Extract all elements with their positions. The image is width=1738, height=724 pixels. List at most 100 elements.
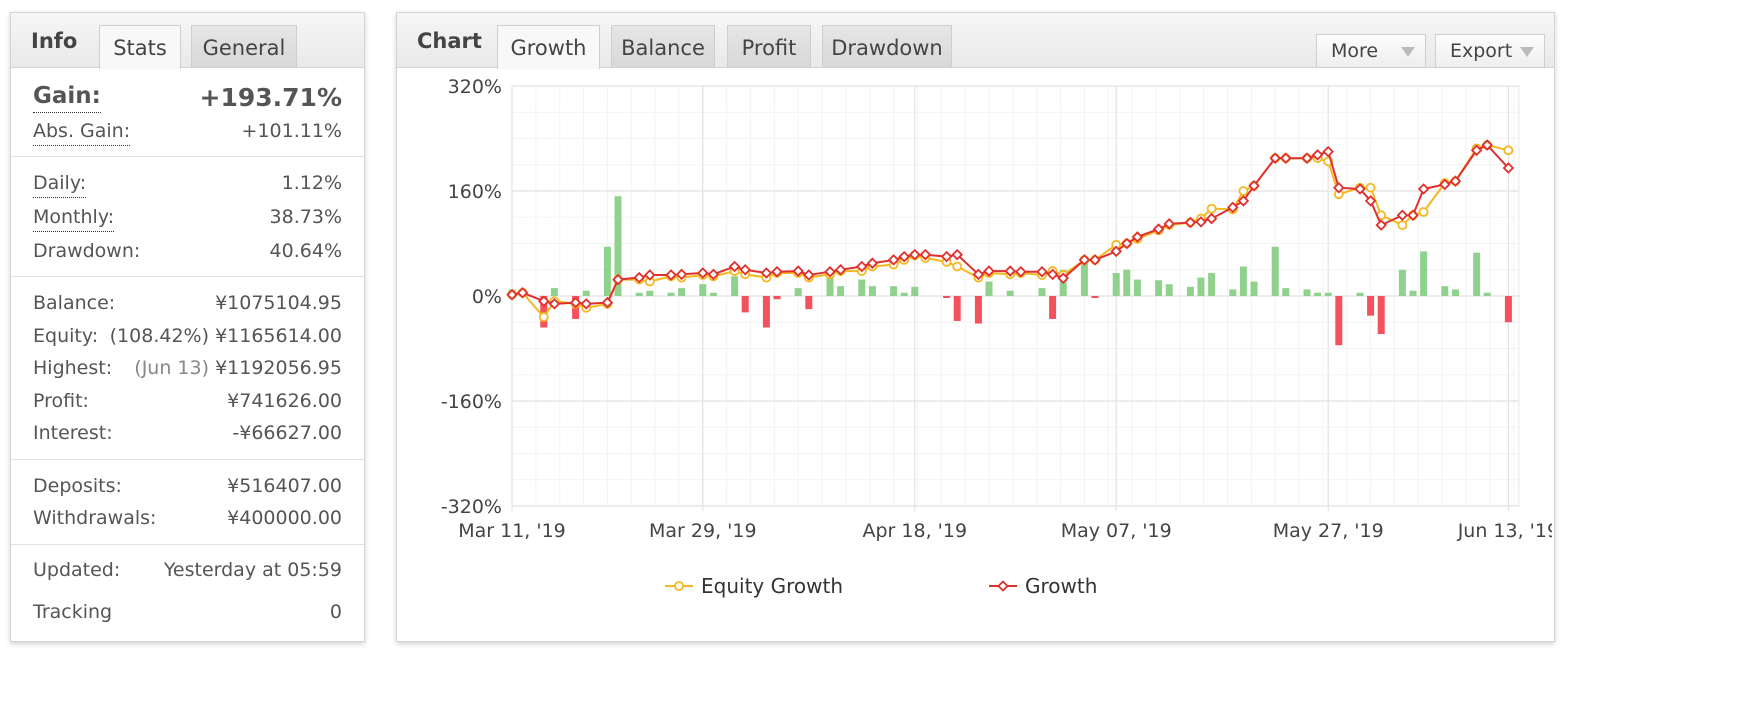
bar-positive: [603, 246, 611, 296]
y-tick-label: 160%: [448, 181, 502, 203]
growth-point: [612, 273, 624, 286]
growth-point: [803, 269, 815, 281]
drawdown-value: 40.64%: [269, 240, 342, 262]
chevron-down-icon: [1520, 47, 1534, 57]
growth-point: [1407, 209, 1419, 222]
growth-point: [909, 248, 921, 261]
tab-growth[interactable]: Growth: [497, 25, 600, 69]
growth-point: [1439, 178, 1451, 191]
growth-point: [1322, 145, 1334, 158]
bar-positive: [1324, 292, 1332, 296]
bar-positive: [635, 292, 643, 296]
tab-profit[interactable]: Profit: [727, 25, 811, 67]
growth-point: [1046, 268, 1059, 281]
bar-positive: [1303, 289, 1311, 296]
bar-negative: [762, 296, 770, 328]
tracking-label: Tracking: [33, 601, 113, 623]
growth-point: [771, 265, 783, 278]
bar-positive: [582, 290, 590, 296]
growth-point: [601, 296, 614, 309]
bar-positive: [1080, 263, 1088, 296]
bar-positive: [1271, 246, 1279, 296]
chart-lines: [506, 139, 1515, 322]
updated-value: Yesterday at 05:59: [163, 559, 342, 581]
bar-positive: [1409, 290, 1417, 296]
bar-positive: [1197, 277, 1205, 296]
interest-label: Interest:: [33, 422, 113, 444]
growth-point: [1237, 195, 1250, 207]
growth-point: [739, 263, 751, 276]
more-button[interactable]: More: [1316, 34, 1426, 68]
growth-point: [1015, 265, 1027, 278]
info-panel-title: Info: [31, 29, 78, 53]
highest-label: Highest:: [33, 357, 113, 379]
tab-balance[interactable]: Balance: [611, 25, 715, 67]
growth-point: [983, 265, 995, 277]
export-button-label: Export: [1450, 40, 1513, 62]
growth-point: [580, 298, 592, 310]
tracking-row: Tracking 0: [33, 601, 342, 631]
equity-value: ¥1165614.00: [215, 325, 342, 347]
bar-positive: [1229, 289, 1237, 296]
tracking-value: 0: [329, 601, 342, 623]
legend-equity-growth[interactable]: Equity Growth: [665, 574, 843, 598]
bar-positive: [1112, 273, 1120, 296]
deposits-label: Deposits:: [33, 475, 122, 497]
chart-panel-title: Chart: [417, 29, 482, 53]
updated-label: Updated:: [33, 559, 121, 581]
equity-label: Equity:: [33, 325, 99, 347]
daily-value: 1.12%: [281, 172, 342, 194]
equity-growth-point: [1503, 145, 1514, 156]
legend-label: Growth: [1025, 574, 1097, 598]
growth-point: [1110, 245, 1122, 258]
chart-panel-header: Chart Growth Balance Profit Drawdown Mor…: [397, 13, 1554, 69]
growth-point: [1280, 152, 1292, 164]
legend-marker: [674, 581, 684, 591]
bar-positive: [646, 290, 654, 296]
growth-point: [665, 269, 677, 281]
growth-point: [548, 298, 561, 310]
bar-positive: [1282, 288, 1290, 296]
legend-marker: [997, 580, 1009, 592]
profit-label: Profit:: [33, 390, 89, 412]
growth-point: [1004, 265, 1016, 277]
growth-point: [1354, 183, 1366, 195]
growth-point: [1078, 254, 1091, 266]
bar-positive: [1473, 252, 1481, 296]
bar-positive: [699, 284, 707, 296]
bar-negative: [953, 296, 961, 321]
growth-point: [1502, 162, 1515, 174]
chart-panel: Chart Growth Balance Profit Drawdown Mor…: [396, 12, 1555, 642]
highest-date: (Jun 13): [134, 357, 210, 379]
deposits-value: ¥516407.00: [227, 475, 342, 497]
abs-gain-value: +101.11%: [241, 120, 342, 142]
abs-gain-label: Abs. Gain:: [33, 120, 131, 146]
legend-growth[interactable]: Growth: [989, 574, 1097, 598]
growth-point: [1481, 139, 1493, 151]
equity-growth-point: [1365, 182, 1376, 193]
bar-positive: [614, 196, 622, 296]
growth-point: [569, 296, 582, 309]
bar-positive: [1441, 286, 1449, 296]
chart-legend: Equity Growth Growth: [665, 574, 1097, 598]
tab-stats[interactable]: Stats: [99, 25, 181, 69]
growth-point: [887, 254, 900, 266]
export-button[interactable]: Export: [1435, 34, 1545, 68]
bar-positive: [550, 288, 558, 296]
growth-point: [1184, 216, 1197, 229]
bar-negative: [540, 296, 548, 328]
growth-point: [1449, 175, 1462, 187]
growth-point: [506, 288, 518, 301]
tab-drawdown[interactable]: Drawdown: [822, 25, 952, 67]
divider: [11, 156, 364, 157]
bar-negative: [1367, 296, 1375, 316]
bar-positive: [1420, 251, 1428, 296]
growth-point: [951, 248, 963, 261]
more-button-label: More: [1331, 40, 1379, 62]
deposits-row: Deposits: ¥516407.00: [33, 475, 342, 505]
equity-value-group: (108.42%) ¥1165614.00: [110, 325, 342, 347]
tab-general[interactable]: General: [191, 25, 297, 67]
bar-positive: [1133, 279, 1141, 296]
equity-growth-point: [538, 312, 549, 322]
highest-row: Highest: (Jun 13) ¥1192056.95: [33, 357, 342, 387]
